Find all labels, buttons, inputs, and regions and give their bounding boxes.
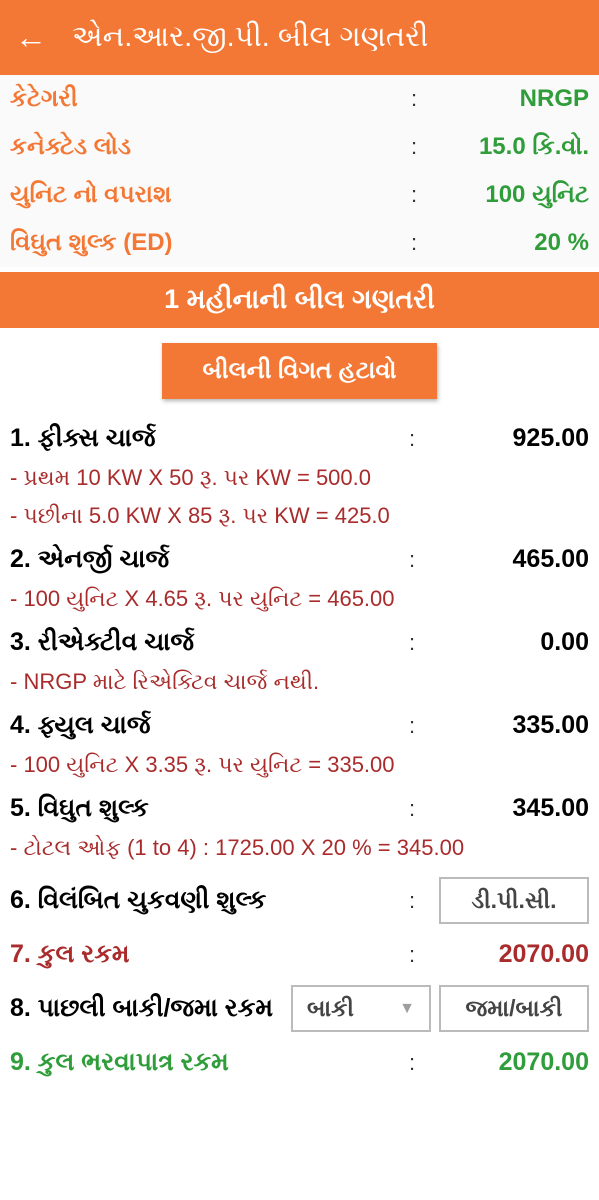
ed-value: 20 % [429,229,589,257]
fix-charge-sub1: - પ્રથમ 10 KW X 50 રૂ. પર KW = 500.0 [10,459,589,497]
colon: : [409,942,439,968]
colon: : [399,86,429,112]
payable-label: 9. કુલ ભરવાપાત્ર રકમ [10,1048,409,1077]
info-row-load: કનેક્ટેડ લોડ : 15.0 કિ.વો. [10,123,589,171]
prev-balance-controls: બાકી ▼ જમા/બાકી [291,985,589,1032]
colon: : [409,630,439,656]
fix-charge-label: 1. ફીક્સ ચાર્જ [10,424,409,453]
dpc-button[interactable]: ડી.પી.સી. [439,877,589,924]
load-value: 15.0 કિ.વો. [429,133,589,161]
colon: : [409,1050,439,1076]
category-label: કેટેગરી [10,85,399,113]
colon: : [409,547,439,573]
info-section: કેટેગરી : NRGP કનેક્ટેડ લોડ : 15.0 કિ.વો… [0,75,599,267]
fix-charge-value: 925.00 [439,424,589,453]
row-total: 7. કુલ રકમ : 2070.00 [10,930,589,975]
app-header: ← એન.આર.જી.પી. બીલ ગણતરી [0,0,599,75]
info-row-unit: યુનિટ નો વપરાશ : 100 યુનિટ [10,171,589,219]
load-label: કનેક્ટેડ લોડ [10,133,399,161]
back-arrow-icon[interactable]: ← [15,19,47,56]
energy-charge-value: 465.00 [439,545,589,574]
total-label: 7. કુલ રકમ [10,940,409,969]
colon: : [399,134,429,160]
payable-value: 2070.00 [439,1048,589,1077]
ed-label: વિઘુત શુલ્ક (ED) [10,229,399,257]
ed-charge-label: 5. વિઘુત શુલ્ક [10,794,409,823]
row-fix-charge: 1. ફીક્સ ચાર્જ : 925.00 [10,414,589,459]
colon: : [399,230,429,256]
reactive-charge-sub1: - NRGP માટે રિએક્ટિવ ચાર્જ નથી. [10,663,589,701]
colon: : [399,182,429,208]
row-prev-balance: 8. પાછલી બાકી/જમા રકમ બાકી ▼ જમા/બાકી [10,975,589,1038]
row-fuel-charge: 4. ફ્યુલ ચાર્જ : 335.00 [10,701,589,746]
reactive-charge-label: 3. રીએક્ટીવ ચાર્જ [10,628,409,657]
info-row-ed: વિઘુત શુલ્ક (ED) : 20 % [10,219,589,267]
balance-type-value: બાકી [307,995,354,1022]
energy-charge-label: 2. એનર્જી ચાર્જ [10,545,409,574]
clear-button-wrap: બીલની વિગત હટાવો [0,328,599,414]
reactive-charge-value: 0.00 [439,628,589,657]
bill-details: 1. ફીક્સ ચાર્જ : 925.00 - પ્રથમ 10 KW X … [0,414,599,1083]
dropdown-icon: ▼ [399,1000,415,1018]
fuel-charge-label: 4. ફ્યુલ ચાર્જ [10,711,409,740]
total-value: 2070.00 [439,940,589,969]
row-energy-charge: 2. એનર્જી ચાર્જ : 465.00 [10,535,589,580]
colon: : [409,426,439,452]
row-payable: 9. કુલ ભરવાપાત્ર રકમ : 2070.00 [10,1038,589,1083]
colon: : [409,713,439,739]
fix-charge-sub2: - પછીના 5.0 KW X 85 રૂ. પર KW = 425.0 [10,497,589,535]
colon: : [409,796,439,822]
info-row-category: કેટેગરી : NRGP [10,75,589,123]
prev-balance-label: 8. પાછલી બાકી/જમા રકમ [10,992,291,1025]
unit-label: યુનિટ નો વપરાશ [10,181,399,209]
row-dpc: 6. વિલંબિત ચુકવણી શુલ્ક : ડી.પી.સી. [10,867,589,930]
row-reactive-charge: 3. રીએક્ટીવ ચાર્જ : 0.00 [10,618,589,663]
fuel-charge-value: 335.00 [439,711,589,740]
month-banner: 1 મહીનાની બીલ ગણતરી [0,272,599,328]
unit-value: 100 યુનિટ [429,181,589,209]
category-value: NRGP [429,85,589,113]
balance-type-select[interactable]: બાકી ▼ [291,985,431,1032]
ed-charge-sub1: - ટોટલ ઓફ (1 to 4) : 1725.00 X 20 % = 34… [10,829,589,867]
energy-charge-sub1: - 100 યુનિટ X 4.65 રૂ. પર યુનિટ = 465.00 [10,580,589,618]
fuel-charge-sub1: - 100 યુનિટ X 3.35 રૂ. પર યુનિટ = 335.00 [10,746,589,784]
row-ed-charge: 5. વિઘુત શુલ્ક : 345.00 [10,784,589,829]
dpc-label: 6. વિલંબિત ચુકવણી શુલ્ક [10,886,409,915]
ed-charge-value: 345.00 [439,794,589,823]
colon: : [409,888,439,914]
clear-details-button[interactable]: બીલની વિગત હટાવો [162,343,436,399]
balance-button[interactable]: જમા/બાકી [439,985,589,1032]
header-title: એન.આર.જી.પી. બીલ ગણતરી [72,21,428,54]
